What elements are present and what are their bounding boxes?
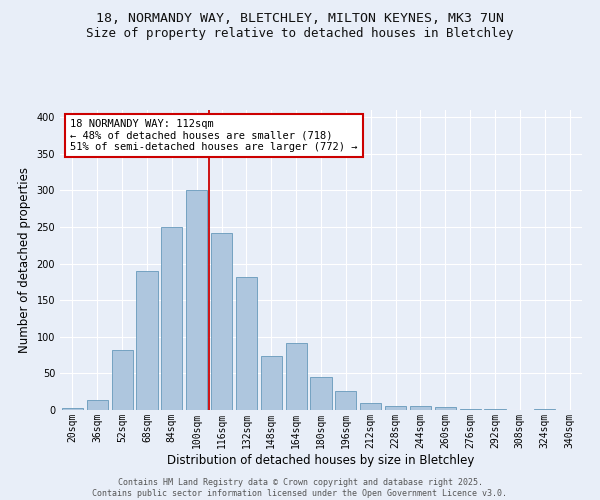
Text: 18 NORMANDY WAY: 112sqm
← 48% of detached houses are smaller (718)
51% of semi-d: 18 NORMANDY WAY: 112sqm ← 48% of detache…: [70, 119, 358, 152]
Bar: [211, 233, 232, 410]
Bar: [335, 391, 356, 410]
Bar: [261, 356, 282, 410]
Bar: [236, 277, 257, 410]
Bar: [136, 271, 158, 410]
Bar: [62, 408, 83, 410]
Bar: [286, 344, 307, 410]
Bar: [161, 227, 182, 410]
Text: Size of property relative to detached houses in Bletchley: Size of property relative to detached ho…: [86, 28, 514, 40]
Bar: [360, 402, 381, 410]
Bar: [385, 406, 406, 410]
Bar: [310, 377, 332, 410]
X-axis label: Distribution of detached houses by size in Bletchley: Distribution of detached houses by size …: [167, 454, 475, 466]
Y-axis label: Number of detached properties: Number of detached properties: [18, 167, 31, 353]
Text: Contains HM Land Registry data © Crown copyright and database right 2025.
Contai: Contains HM Land Registry data © Crown c…: [92, 478, 508, 498]
Bar: [186, 190, 207, 410]
Bar: [435, 407, 456, 410]
Bar: [87, 400, 108, 410]
Text: 18, NORMANDY WAY, BLETCHLEY, MILTON KEYNES, MK3 7UN: 18, NORMANDY WAY, BLETCHLEY, MILTON KEYN…: [96, 12, 504, 26]
Bar: [410, 406, 431, 410]
Bar: [460, 408, 481, 410]
Bar: [112, 350, 133, 410]
